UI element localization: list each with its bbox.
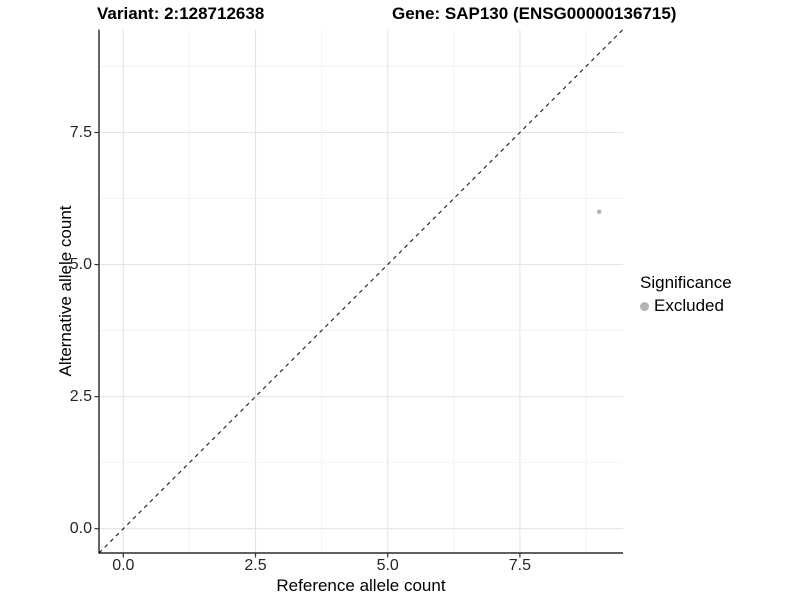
x-tick-label: 2.5 [244,557,267,574]
legend-item: Excluded [640,296,732,316]
x-axis-title: Reference allele count [276,576,446,595]
plot-title-variant: Variant: 2:128712638 [97,4,265,23]
legend: Significance Excluded [640,272,732,316]
y-tick-label: 7.5 [69,123,92,141]
y-axis-title: Alternative allele count [56,205,75,377]
legend-item-label: Excluded [654,296,724,315]
legend-key-dot-icon [640,301,649,311]
identity-dashed-line [98,29,624,554]
y-tick-label: 5.0 [69,255,92,273]
legend-title: Significance [640,273,732,292]
data-point [596,209,602,215]
y-tick-label: 0.0 [69,519,92,537]
plot-title-gene: Gene: SAP130 (ENSG00000136715) [392,4,677,23]
x-tick-label: 0.0 [112,557,135,574]
y-tick-label: 2.5 [69,387,92,405]
x-tick-label: 7.5 [508,557,532,574]
legend-items: Excluded [640,296,732,316]
x-tick-label: 5.0 [376,557,399,574]
